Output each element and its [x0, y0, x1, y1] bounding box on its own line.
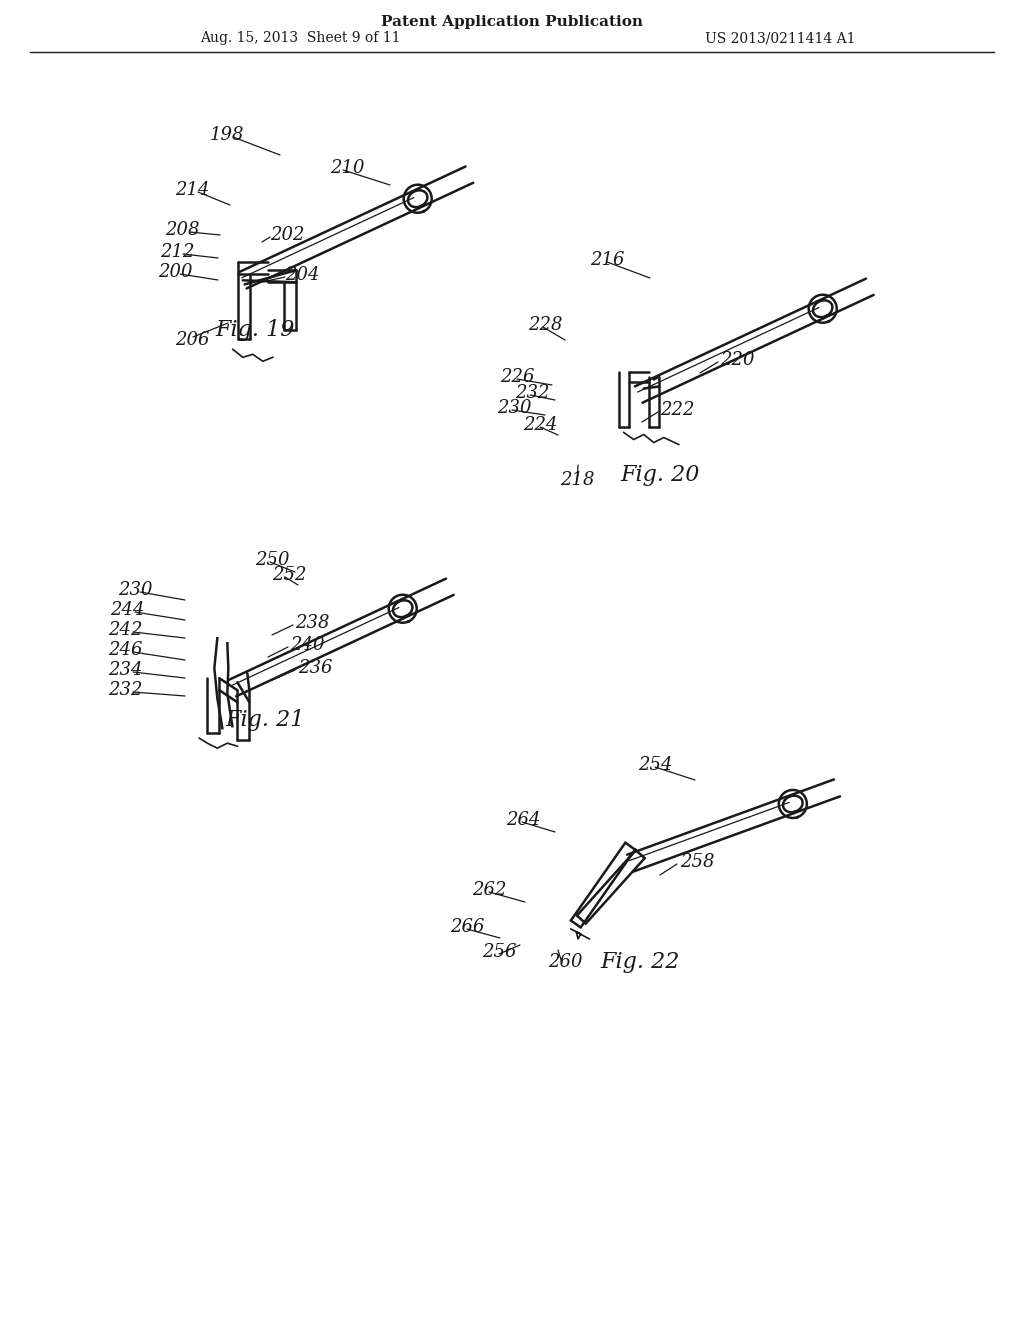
Text: 226: 226	[500, 368, 535, 385]
Text: 232: 232	[108, 681, 142, 700]
Text: 214: 214	[175, 181, 210, 199]
Text: 266: 266	[450, 917, 484, 936]
Text: 198: 198	[210, 125, 245, 144]
Text: 260: 260	[548, 953, 583, 972]
Text: 234: 234	[108, 661, 142, 678]
Text: Fig. 22: Fig. 22	[600, 950, 679, 973]
Text: Aug. 15, 2013  Sheet 9 of 11: Aug. 15, 2013 Sheet 9 of 11	[200, 30, 400, 45]
Text: 242: 242	[108, 620, 142, 639]
Text: 216: 216	[590, 251, 625, 269]
Text: 246: 246	[108, 642, 142, 659]
Text: 262: 262	[472, 880, 507, 899]
Text: 250: 250	[255, 550, 290, 569]
Text: 224: 224	[523, 416, 557, 434]
Text: 204: 204	[285, 267, 319, 284]
Text: 252: 252	[272, 566, 306, 583]
Text: 218: 218	[560, 471, 595, 488]
Text: Fig. 20: Fig. 20	[620, 465, 699, 486]
Text: 212: 212	[160, 243, 195, 261]
Text: 222: 222	[660, 401, 694, 418]
Text: 240: 240	[290, 636, 325, 653]
Text: Fig. 21: Fig. 21	[225, 709, 304, 731]
Text: 238: 238	[295, 614, 330, 632]
Text: US 2013/0211414 A1: US 2013/0211414 A1	[705, 30, 855, 45]
Text: 210: 210	[330, 158, 365, 177]
Text: 256: 256	[482, 942, 516, 961]
Text: 220: 220	[720, 351, 755, 370]
Text: 236: 236	[298, 659, 333, 677]
Text: 230: 230	[118, 581, 153, 599]
Text: Fig. 19: Fig. 19	[215, 319, 294, 341]
Text: 232: 232	[515, 384, 550, 403]
Text: 206: 206	[175, 331, 210, 348]
Text: 208: 208	[165, 220, 200, 239]
Text: 258: 258	[680, 853, 715, 871]
Text: 228: 228	[528, 315, 562, 334]
Text: 200: 200	[158, 263, 193, 281]
Text: 254: 254	[638, 756, 673, 774]
Text: 230: 230	[497, 399, 531, 417]
Text: Patent Application Publication: Patent Application Publication	[381, 15, 643, 29]
Text: 264: 264	[506, 810, 541, 829]
Text: 202: 202	[270, 226, 304, 244]
Text: 244: 244	[110, 601, 144, 619]
